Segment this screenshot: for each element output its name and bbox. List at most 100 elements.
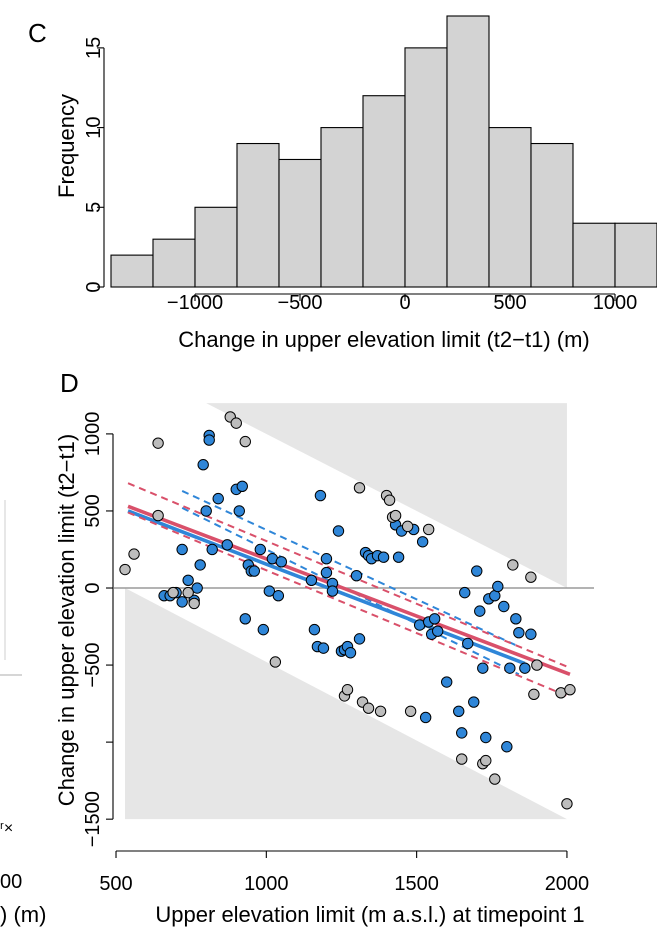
scatter-x-tick-label: 1500 xyxy=(394,873,439,895)
scatter-point xyxy=(389,509,402,522)
scatter-point xyxy=(431,625,444,637)
scatter-point xyxy=(344,647,357,659)
histogram-bar xyxy=(110,254,154,288)
scatter-x-tick-label: 500 xyxy=(99,873,132,895)
histogram-x-tick-label: −1000 xyxy=(167,292,223,314)
scatter-point xyxy=(236,480,248,493)
scatter-point xyxy=(528,688,540,701)
scatter-point xyxy=(392,551,405,563)
histogram-bar xyxy=(152,238,196,288)
scatter-point xyxy=(419,711,432,724)
scatter-point xyxy=(248,565,260,577)
scatter-point xyxy=(456,753,468,765)
histogram-bar xyxy=(194,206,238,288)
scatter-point xyxy=(459,586,471,599)
scatter-point xyxy=(480,731,492,744)
scatter-point xyxy=(525,571,537,583)
scatter-point xyxy=(332,525,345,537)
scatter-point xyxy=(531,659,543,671)
scatter-point xyxy=(374,705,387,718)
scatter-point xyxy=(176,596,188,608)
scatter-point xyxy=(320,553,333,565)
histogram-x-tick-label: 500 xyxy=(493,292,526,314)
histogram-bar xyxy=(614,222,657,288)
scatter-point xyxy=(182,574,194,587)
histogram-bar xyxy=(236,142,280,288)
scatter-point xyxy=(504,662,516,674)
histogram-y-tick-label: 5 xyxy=(83,202,105,213)
regression-line xyxy=(127,504,571,676)
scatter-point xyxy=(188,597,200,610)
scatter-point xyxy=(305,574,318,587)
scatter-point xyxy=(501,741,513,753)
scatter-point xyxy=(507,559,519,571)
histogram-bar xyxy=(404,47,448,288)
scatter-y-tick-label: −500 xyxy=(82,643,104,688)
scatter-point xyxy=(272,590,285,602)
fragment-mark: ʳ× xyxy=(0,820,13,837)
scatter-point xyxy=(263,585,276,597)
scatter-point xyxy=(456,727,468,739)
scatter-point xyxy=(353,633,366,645)
scatter-point xyxy=(362,702,375,714)
scatter-point xyxy=(510,613,522,625)
histogram-bar xyxy=(446,15,490,288)
scatter-point xyxy=(480,754,492,767)
scatter-point xyxy=(341,684,354,696)
scatter-point xyxy=(152,437,164,449)
scatter-point xyxy=(416,536,429,548)
scatter-point xyxy=(477,662,489,674)
scatter-point xyxy=(128,548,140,560)
scatter-point xyxy=(308,623,321,636)
scatter-point xyxy=(428,613,441,625)
scatter-point xyxy=(401,520,414,533)
scatter-point xyxy=(440,676,453,688)
histogram-x-tick-label: 0 xyxy=(399,292,410,314)
fragment-axis-text: ) (m) xyxy=(0,902,46,927)
scatter-point xyxy=(468,696,480,708)
scatter-point xyxy=(350,569,363,582)
scatter-point xyxy=(519,662,531,674)
histogram-panel: C −1000 −500 0 500 1000 0 5 10 15 Frequency Chan… xyxy=(28,15,657,352)
scatter-point xyxy=(269,656,282,668)
scatter-point xyxy=(206,543,218,556)
scatter-point xyxy=(230,417,242,429)
shaded-region xyxy=(125,588,567,820)
scatter-point xyxy=(492,580,504,593)
scatter-point xyxy=(221,539,233,551)
scatter-point xyxy=(422,523,435,536)
scatter-point xyxy=(182,586,194,599)
scatter-point xyxy=(377,551,390,563)
scatter-x-axis-label: Upper elevation limit (m a.s.l.) at time… xyxy=(155,902,584,927)
histogram-x-tick-label: 1000 xyxy=(593,292,638,314)
scatter-axes: 500 1000 1500 2000 −1500 −500 0 500 1000 xyxy=(82,412,589,895)
scatter-point xyxy=(257,623,270,636)
histogram-axes: −1000 −500 0 500 1000 0 5 10 15 xyxy=(83,37,637,314)
confidence-band-line xyxy=(181,506,520,676)
scatter-point xyxy=(525,628,537,640)
panel-c-letter: C xyxy=(28,18,47,48)
histogram-x-tick-label: −500 xyxy=(277,292,322,314)
histogram-y-tick-label: 10 xyxy=(83,116,105,138)
scatter-point xyxy=(462,637,474,650)
scatter-point xyxy=(453,705,465,718)
scatter-y-tick-label: 1000 xyxy=(82,412,104,457)
scatter-point xyxy=(200,505,212,517)
panel-d-letter: D xyxy=(60,368,79,398)
scatter-point xyxy=(317,642,330,654)
histogram-bar xyxy=(362,95,406,288)
fragment-tick-label: 00 xyxy=(0,871,22,893)
confidence-band-line xyxy=(127,482,568,668)
histogram-bars xyxy=(110,15,657,288)
scatter-y-tick-label: 500 xyxy=(82,494,104,527)
scatter-point xyxy=(254,543,267,556)
regression-line xyxy=(127,509,526,666)
scatter-point xyxy=(561,798,573,810)
scatter-panel: D 500 1000 1500 2000 −1500 −500 0 500 1000 Chang… xyxy=(54,368,594,927)
histogram-x-axis-label: Change in upper elevation limit (t2−t1) … xyxy=(178,327,589,352)
histogram-bar xyxy=(530,142,574,288)
confidence-band-line xyxy=(127,511,568,697)
scatter-x-tick-label: 1000 xyxy=(244,873,289,895)
scatter-point xyxy=(513,627,525,639)
